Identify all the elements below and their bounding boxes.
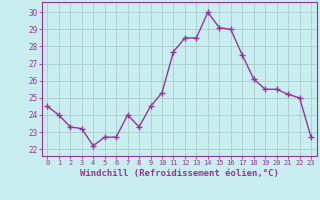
X-axis label: Windchill (Refroidissement éolien,°C): Windchill (Refroidissement éolien,°C) [80, 169, 279, 178]
